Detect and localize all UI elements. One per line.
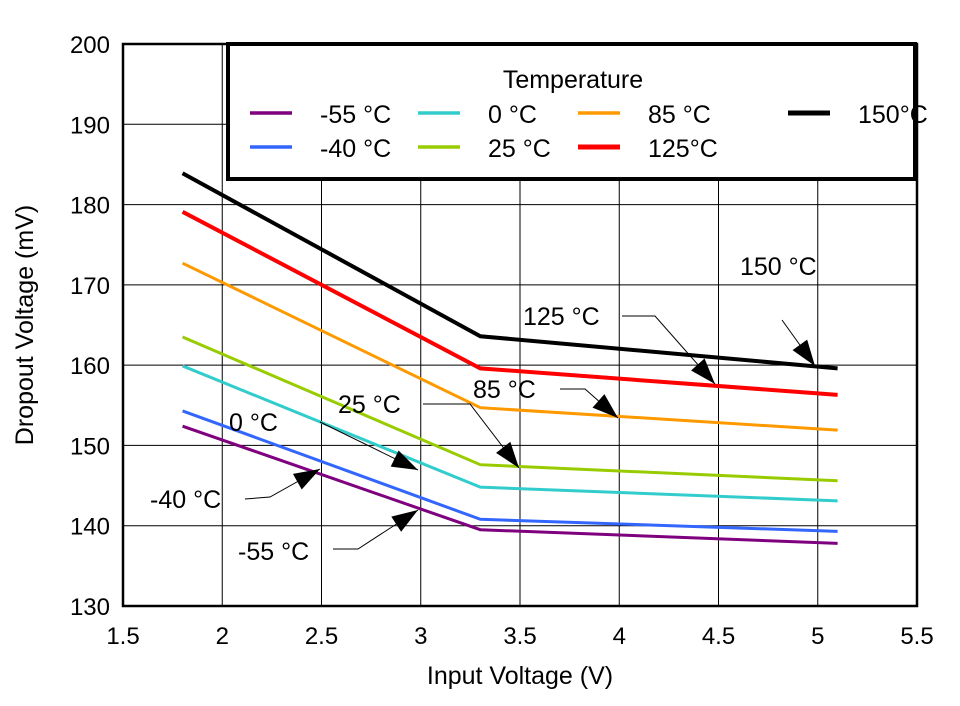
x-tick-label: 1.5 <box>106 623 139 650</box>
annotations: 150 °C 125 °C 85 °C 25 °C 0 °C -40 °C -55 °C <box>150 253 817 566</box>
annotation-label: 85 °C <box>473 376 536 404</box>
y-tick-label: 160 <box>70 353 110 380</box>
legend: Temperature -55 °C 0 °C 85 °C 150°C -40 °C 25… <box>226 42 928 181</box>
annotation-leader <box>622 315 716 385</box>
annotation-arrowhead <box>292 469 320 490</box>
x-tick-label: 2.5 <box>305 623 338 650</box>
x-tick-label: 4 <box>613 623 626 650</box>
legend-entry: 125°C <box>648 135 718 163</box>
y-tick-label: 190 <box>70 112 110 139</box>
series-line <box>181 335 838 483</box>
series-line <box>182 409 838 533</box>
x-axis-label: Input Voltage (V) <box>427 662 613 690</box>
annotation-label: 0 °C <box>229 409 278 437</box>
legend-title: Temperature <box>503 66 643 94</box>
y-tick-label: 200 <box>70 32 110 59</box>
x-tick-label: 3 <box>414 623 427 650</box>
annotation-arrowhead <box>792 339 815 366</box>
legend-entry: 0 °C <box>488 101 537 129</box>
x-tick-label: 3.5 <box>503 623 536 650</box>
series-lines <box>181 171 838 545</box>
legend-entry: 85 °C <box>648 101 711 129</box>
annotation-label: 25 °C <box>338 391 401 419</box>
annotation-label: 150 °C <box>740 253 817 281</box>
annotation-arrowhead <box>390 450 418 470</box>
annotation-arrowhead <box>592 394 618 418</box>
annotation-leader <box>423 403 520 469</box>
legend-entry: -40 °C <box>320 135 391 163</box>
annotation-arrowhead <box>391 510 418 532</box>
tick-labels: 1.5 2 2.5 3 3.5 4 4.5 5 5.5 130 140 150 160 170 180 190… <box>70 32 934 650</box>
x-tick-label: 5 <box>811 623 824 650</box>
y-tick-label: 150 <box>70 433 110 460</box>
y-tick-label: 130 <box>70 594 110 621</box>
series-line <box>181 261 838 432</box>
x-tick-label: 2 <box>216 623 229 650</box>
legend-entry: 150°C <box>858 101 928 129</box>
annotation-label: -55 °C <box>238 538 309 566</box>
y-tick-label: 140 <box>70 514 110 541</box>
annotation-arrowhead <box>691 358 715 384</box>
x-tick-label: 5.5 <box>900 623 933 650</box>
series-line <box>181 364 838 503</box>
legend-entry: 25 °C <box>488 135 551 163</box>
x-tick-label: 4.5 <box>702 623 735 650</box>
series-line <box>182 424 838 545</box>
y-axis-label: Dropout Voltage (mV) <box>11 205 39 445</box>
series-line <box>181 210 838 397</box>
annotation-arrowhead <box>496 441 519 468</box>
series-line <box>181 171 838 371</box>
legend-entry: -55 °C <box>320 101 391 129</box>
annotation-label: 125 °C <box>523 303 600 331</box>
y-tick-label: 180 <box>70 193 110 220</box>
y-tick-label: 170 <box>70 273 110 300</box>
annotation-label: -40 °C <box>150 486 221 514</box>
